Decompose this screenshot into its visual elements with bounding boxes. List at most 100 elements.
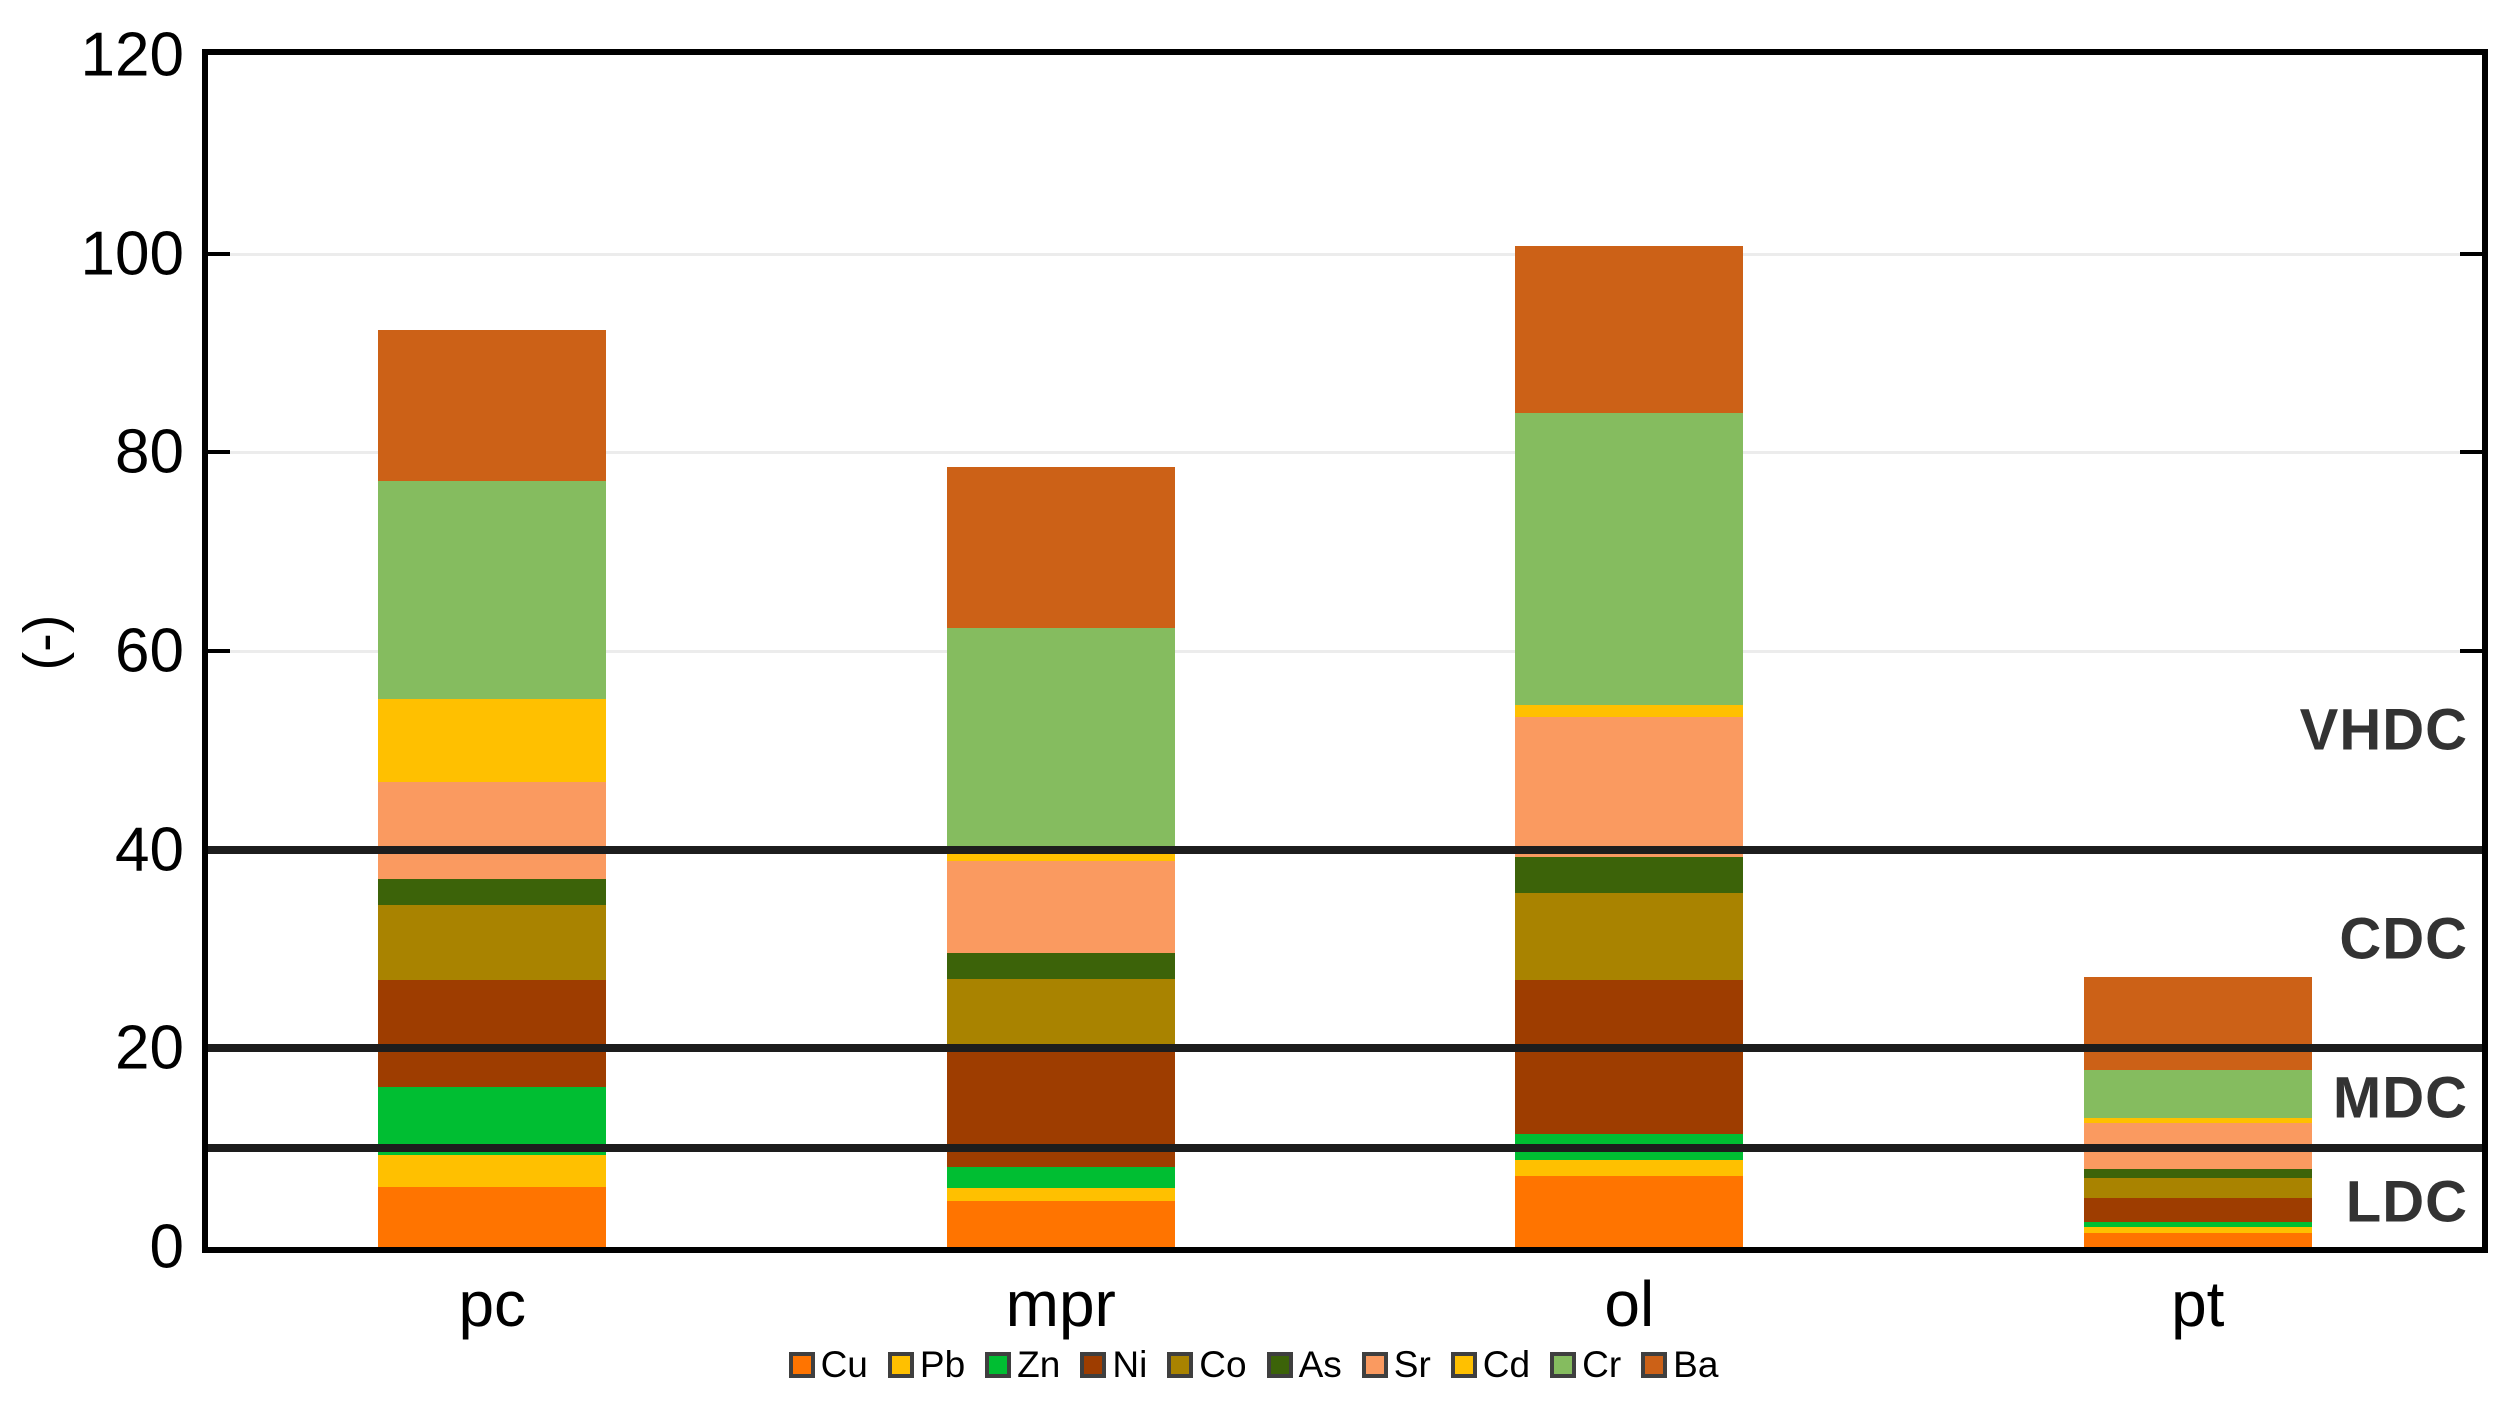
legend-item-Cd: Cd xyxy=(1450,1344,1531,1386)
threshold-line-40 xyxy=(208,845,2482,854)
y-tick-right-60 xyxy=(2460,649,2482,653)
y-tick-label-60: 60 xyxy=(115,616,184,686)
y-axis-title: (-) xyxy=(11,614,75,671)
gridline-80 xyxy=(208,451,2482,455)
legend-swatch-As xyxy=(1266,1352,1293,1378)
bar-segment-mpr-Zn xyxy=(946,1166,1175,1189)
bar-segment-pt-Pb xyxy=(2083,1227,2312,1234)
legend-item-Ba: Ba xyxy=(1641,1344,1718,1386)
legend-item-Ni: Ni xyxy=(1080,1344,1147,1386)
bar-segment-pt-Cr xyxy=(2083,1070,2312,1118)
zone-label-cdc: CDC xyxy=(2339,906,2468,972)
bar-segment-pt-Cu xyxy=(2083,1233,2312,1247)
threshold-line-20 xyxy=(208,1044,2482,1053)
x-tick-label-pc: pc xyxy=(458,1268,527,1340)
gridline-100 xyxy=(208,252,2482,256)
plot-area xyxy=(202,49,2488,1253)
legend-item-Sr: Sr xyxy=(1361,1344,1431,1386)
bar-segment-pc-Pb xyxy=(378,1154,607,1188)
bar-segment-pc-Ba xyxy=(378,330,607,482)
legend-label-Ni: Ni xyxy=(1112,1344,1148,1385)
legend-swatch-Zn xyxy=(985,1352,1012,1378)
zone-label-vhdc: VHDC xyxy=(2299,697,2468,763)
x-tick-label-pt: pt xyxy=(2171,1268,2225,1340)
bar-segment-mpr-Pb xyxy=(946,1188,1175,1202)
legend-label-As: As xyxy=(1298,1344,1342,1385)
bar-segment-pc-Zn xyxy=(378,1087,607,1155)
y-tick-label-120: 120 xyxy=(80,20,184,90)
bar-segment-ol-Cd xyxy=(1515,704,1744,717)
bar-segment-pc-Cr xyxy=(378,481,607,699)
legend-label-Cr: Cr xyxy=(1582,1344,1622,1385)
bar-segment-mpr-Cr xyxy=(946,628,1175,848)
bar-segment-mpr-Ba xyxy=(946,467,1175,629)
bar-segment-pc-Cu xyxy=(378,1187,607,1247)
bar-segment-ol-Sr xyxy=(1515,716,1744,857)
x-tick-label-mpr: mpr xyxy=(1005,1268,1116,1340)
legend: Cu Pb Zn Ni Co As Sr Cd Cr Ba xyxy=(0,1344,2507,1386)
bar-pc xyxy=(378,55,607,1247)
x-tick-label-ol: ol xyxy=(1604,1268,1655,1340)
bar-ol xyxy=(1515,55,1744,1247)
bar-segment-pc-Ni xyxy=(378,979,607,1088)
zone-label-mdc: MDC xyxy=(2332,1065,2468,1131)
bar-segment-pc-Co xyxy=(378,905,607,980)
legend-label-Pb: Pb xyxy=(919,1344,966,1385)
bar-segment-pc-Sr xyxy=(378,782,607,880)
legend-item-Cu: Cu xyxy=(788,1344,868,1386)
bar-segment-ol-As xyxy=(1515,856,1744,894)
legend-item-Zn: Zn xyxy=(985,1344,1060,1386)
legend-swatch-Cd xyxy=(1450,1352,1477,1378)
legend-swatch-Sr xyxy=(1361,1352,1388,1378)
zone-label-ldc: LDC xyxy=(2345,1169,2468,1235)
legend-swatch-Ba xyxy=(1641,1352,1668,1378)
bar-segment-pt-Zn xyxy=(2083,1222,2312,1228)
bar-segment-mpr-As xyxy=(946,952,1175,979)
y-tick-label-20: 20 xyxy=(115,1013,184,1083)
legend-item-Co: Co xyxy=(1167,1344,1247,1386)
y-tick-label-0: 0 xyxy=(149,1212,184,1282)
legend-swatch-Cr xyxy=(1550,1352,1577,1378)
legend-label-Cd: Cd xyxy=(1482,1344,1531,1385)
bar-segment-mpr-Co xyxy=(946,978,1175,1046)
y-tick-right-100 xyxy=(2460,251,2482,256)
bar-segment-mpr-Sr xyxy=(946,860,1175,953)
y-tick-left-80 xyxy=(208,450,230,455)
bar-segment-pc-Cd xyxy=(378,698,607,783)
y-tick-left-100 xyxy=(208,251,230,256)
bar-segment-pt-Ba xyxy=(2083,976,2312,1071)
bar-segment-pc-As xyxy=(378,879,607,906)
bar-segment-pt-Ni xyxy=(2083,1198,2312,1223)
bar-segment-ol-Ba xyxy=(1515,245,1744,413)
y-tick-right-80 xyxy=(2460,450,2482,455)
legend-item-Cr: Cr xyxy=(1550,1344,1621,1386)
bar-pt xyxy=(2083,55,2312,1247)
bar-segment-pt-Cd xyxy=(2083,1117,2312,1123)
bar-segment-ol-Co xyxy=(1515,893,1744,980)
legend-item-As: As xyxy=(1266,1344,1342,1386)
bar-segment-ol-Pb xyxy=(1515,1159,1744,1177)
legend-label-Sr: Sr xyxy=(1393,1344,1431,1385)
legend-label-Co: Co xyxy=(1199,1344,1247,1385)
threshold-line-10 xyxy=(208,1143,2482,1152)
y-tick-left-60 xyxy=(208,649,230,653)
bar-segment-pt-Co xyxy=(2083,1178,2312,1199)
y-tick-label-40: 40 xyxy=(115,815,184,885)
bar-mpr xyxy=(946,55,1175,1247)
bar-segment-ol-Ni xyxy=(1515,979,1744,1134)
legend-label-Cu: Cu xyxy=(820,1344,868,1385)
legend-label-Zn: Zn xyxy=(1017,1344,1061,1385)
legend-label-Ba: Ba xyxy=(1673,1344,1719,1385)
y-tick-label-100: 100 xyxy=(80,219,184,289)
legend-swatch-Cu xyxy=(788,1352,815,1378)
y-tick-label-80: 80 xyxy=(115,417,184,487)
bar-segment-mpr-Cu xyxy=(946,1201,1175,1247)
bar-segment-pt-As xyxy=(2083,1168,2312,1179)
bar-segment-ol-Cr xyxy=(1515,412,1744,705)
legend-swatch-Ni xyxy=(1080,1352,1107,1378)
legend-item-Pb: Pb xyxy=(887,1344,966,1386)
bar-segment-ol-Cu xyxy=(1515,1176,1744,1247)
gridline-60 xyxy=(208,650,2482,653)
legend-swatch-Pb xyxy=(887,1352,914,1378)
